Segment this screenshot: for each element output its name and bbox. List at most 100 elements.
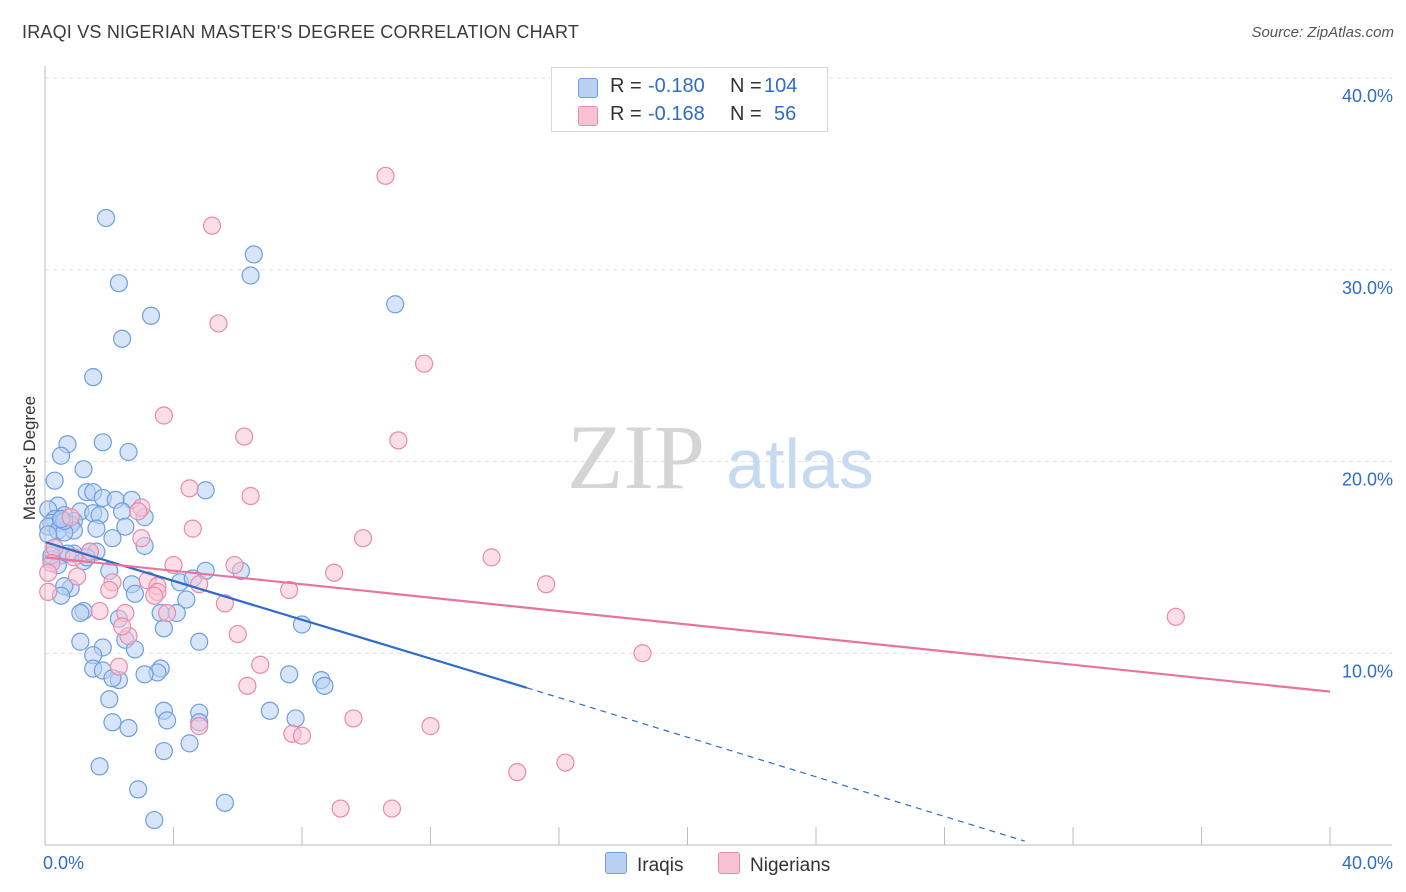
watermark-atlas: atlas: [726, 425, 874, 503]
legend-row-nigerians: R = -0.168 N = 56: [552, 101, 827, 131]
iraqi-point: [157, 711, 177, 730]
iraqi-point: [180, 734, 199, 753]
x-tick-label: 0.0%: [43, 853, 84, 873]
nigerian-point: [482, 548, 501, 567]
iraqi-point: [386, 295, 405, 314]
nigerian-point: [556, 753, 575, 772]
nigerian-point: [280, 580, 299, 600]
iraqi-point: [154, 741, 173, 761]
nigerian-point: [39, 582, 58, 601]
trend-lines: [44, 540, 1331, 842]
nigerian-point: [180, 479, 199, 498]
iraqi-point: [93, 433, 112, 452]
nigerian-point: [633, 644, 652, 663]
nigerian-point: [68, 567, 87, 586]
nigerian-point: [325, 563, 344, 582]
nigerian-point: [251, 655, 270, 674]
nigerian-point: [157, 603, 177, 623]
tick-labels: 10.0% 20.0% 30.0% 40.0% 0.0% 40.0%: [43, 86, 1393, 873]
iraqi-point: [109, 274, 128, 293]
iraqi-point: [244, 245, 263, 264]
nigerian-point: [100, 580, 119, 600]
y-tick-label: 10.0%: [1342, 661, 1393, 681]
iraqi-point: [190, 632, 209, 651]
nigerian-point: [109, 657, 128, 676]
iraqi-point: [119, 718, 138, 738]
chart-title: IRAQI VS NIGERIAN MASTER'S DEGREE CORREL…: [22, 22, 580, 42]
legend-n-label: N =: [730, 103, 762, 125]
legend-row-iraqis: R = -0.180 N = 104: [552, 73, 827, 103]
iraqi-point: [51, 446, 71, 465]
nigerian-point: [90, 601, 109, 621]
nigerian-point: [421, 717, 440, 736]
nigerian-point: [414, 354, 434, 373]
iraqi-point: [112, 502, 132, 521]
nigerian-point: [202, 216, 222, 235]
nigerian-point: [292, 726, 312, 745]
iraqi-point: [119, 442, 138, 462]
nigerian-point: [145, 586, 164, 605]
nigerian-point: [154, 406, 173, 425]
y-tick-label: 20.0%: [1342, 470, 1393, 490]
iraqi-point: [141, 306, 161, 325]
iraqi-point: [71, 603, 90, 623]
grid-lines: [45, 77, 1392, 654]
nigerian-point: [353, 529, 373, 548]
iraqi-point: [241, 266, 260, 285]
nigerian-point: [508, 763, 527, 782]
iraqi-point: [315, 676, 334, 695]
iraqi-point: [196, 481, 215, 500]
bottom-legend-iraqis: Iraqis: [605, 852, 683, 877]
iraqi-point: [103, 529, 122, 548]
stats-legend: R = -0.180 N = 104 R = -0.168 N = 56: [551, 67, 828, 132]
nigerian-point: [344, 709, 363, 728]
legend-n-label: N =: [730, 75, 762, 97]
series-iraqis: [39, 208, 405, 830]
iraqi-point: [129, 780, 148, 799]
iraqi-point: [87, 519, 106, 538]
nigerian-point: [382, 799, 402, 818]
iraqi-point: [135, 665, 154, 684]
iraqi-point: [112, 329, 132, 348]
source-label: Source: ZipAtlas.com: [1251, 24, 1394, 41]
nigerian-point: [183, 519, 202, 538]
nigerian-point: [129, 502, 148, 521]
nigerian-point: [209, 314, 228, 333]
iraqi-point: [260, 701, 279, 720]
legend-n-value-nigerians: 56: [774, 103, 797, 125]
y-tick-label: 30.0%: [1342, 278, 1393, 298]
iraqi-point: [215, 793, 234, 812]
bottom-legend-swatch-iraqis: [605, 852, 627, 874]
iraqi-point: [45, 471, 64, 490]
iraqi-point: [71, 632, 90, 651]
nigerian-point: [331, 799, 350, 818]
nigerian-point: [389, 431, 408, 450]
bottom-legend-label-nigerians: Nigerians: [750, 855, 831, 876]
iraqi-point: [100, 690, 119, 709]
legend-r-value-iraqis: -0.180: [648, 75, 705, 97]
legend-r-value-nigerians: -0.168: [648, 103, 705, 125]
legend-r-label: R =: [610, 103, 642, 125]
nigerian-point: [537, 575, 556, 594]
iraqi-point: [90, 757, 109, 776]
nigerian-point: [225, 555, 244, 575]
trend-line-nigerians: [44, 556, 1331, 693]
legend-n-value-iraqis: 104: [764, 75, 798, 97]
legend-swatch-nigerians: [578, 106, 598, 126]
iraqi-point: [74, 460, 93, 479]
legend-r-label: R =: [610, 75, 642, 97]
nigerian-point: [132, 529, 151, 548]
iraqi-point: [103, 713, 122, 732]
axes: [44, 66, 1392, 846]
nigerian-point: [376, 166, 395, 185]
nigerian-point: [112, 617, 132, 636]
x-tick-label: 40.0%: [1342, 853, 1393, 873]
nigerian-point: [190, 717, 209, 736]
watermark: ZIP atlas: [567, 406, 874, 508]
iraqi-point: [154, 619, 173, 638]
series-nigerians: [39, 166, 1185, 818]
nigerian-point: [39, 563, 58, 582]
nigerian-point: [238, 676, 257, 695]
bottom-legend-label-iraqis: Iraqis: [637, 855, 684, 876]
